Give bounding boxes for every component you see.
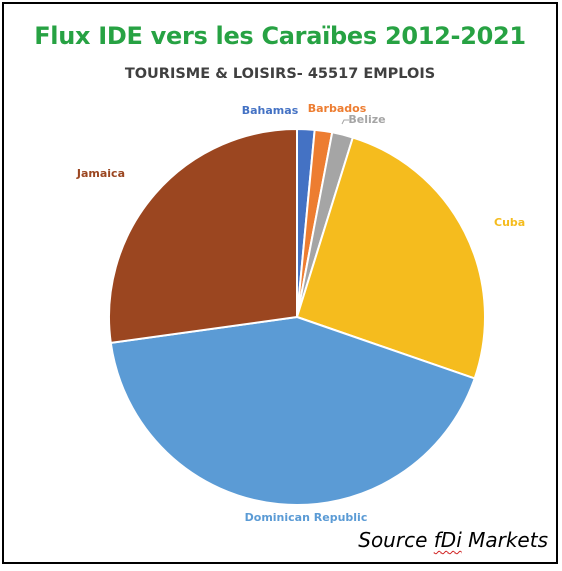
- chart-frame: Flux IDE vers les Caraïbes 2012-2021 TOU…: [2, 2, 558, 564]
- slice-label-jamaica: Jamaica: [76, 167, 125, 180]
- slice-label-dominican-republic: Dominican Republic: [245, 511, 368, 524]
- belize-leader-line: [341, 119, 349, 125]
- chart-subtitle: TOURISME & LOISIRS- 45517 EMPLOIS: [124, 66, 436, 82]
- source-note: Source fDi Markets: [358, 528, 548, 552]
- source-brand: fDi: [433, 528, 462, 552]
- slice-label-barbados: Barbados: [308, 102, 367, 115]
- pie-slice-cuba: [295, 136, 486, 380]
- source-prefix: Source: [358, 528, 428, 552]
- chart-title: Flux IDE vers les Caraïbes 2012-2021: [34, 22, 526, 50]
- slice-label-belize: Belize: [348, 113, 385, 126]
- pie-slice-dominican-republic: [109, 315, 476, 506]
- slice-label-cuba: Cuba: [494, 216, 525, 229]
- source-suffix: Markets: [468, 528, 548, 552]
- pie-slice-jamaica: [108, 127, 298, 345]
- slice-label-bahamas: Bahamas: [242, 104, 299, 117]
